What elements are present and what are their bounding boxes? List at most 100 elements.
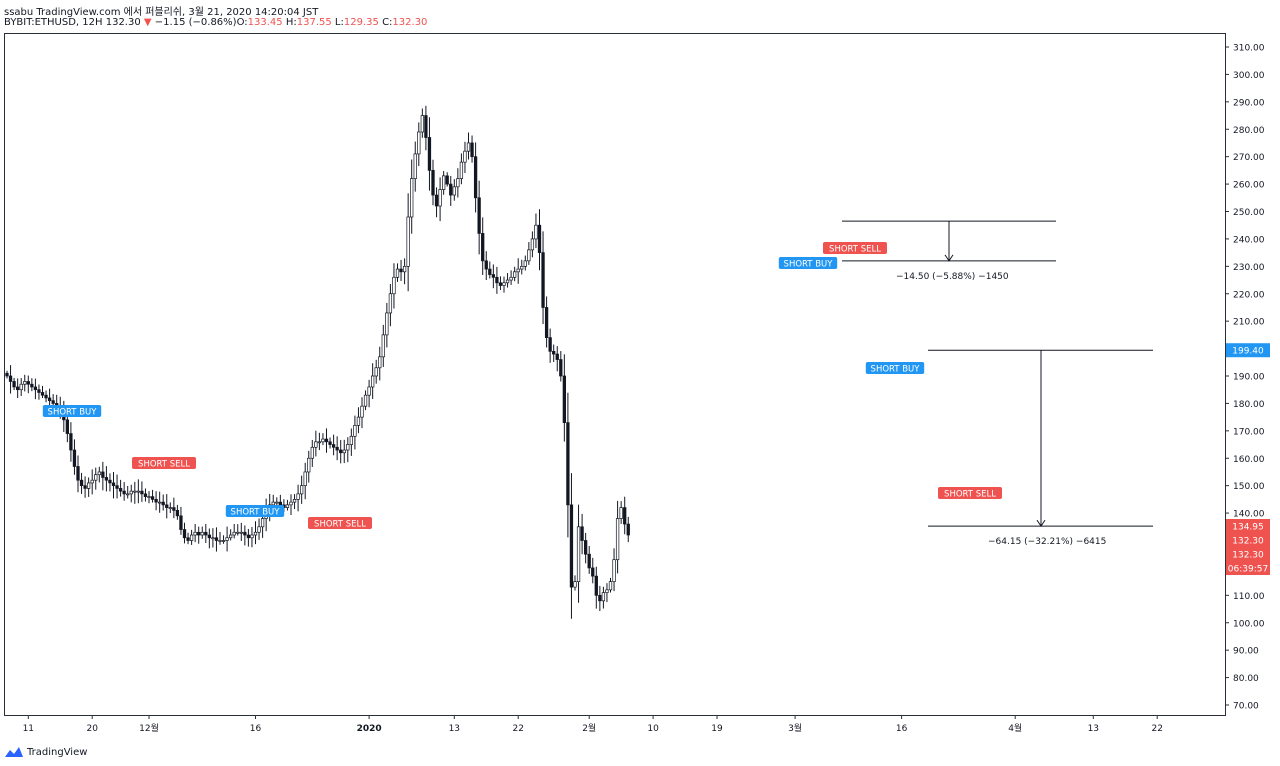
- x-tick-label: 10: [647, 724, 659, 734]
- candle-body: [512, 271, 517, 278]
- tradingview-logo-icon: [5, 747, 23, 757]
- high-label: H:: [285, 17, 297, 28]
- candle-body: [51, 400, 55, 404]
- candle-body: [246, 534, 251, 539]
- y-tick-label: 140.00: [1233, 510, 1265, 520]
- candle-body: [253, 531, 258, 536]
- signal-sell: SHORT SELL: [308, 517, 372, 530]
- candle-body: [324, 438, 329, 443]
- candles-layer: [5, 105, 630, 619]
- y-tick-label: 170.00: [1233, 427, 1265, 437]
- candle-body: [175, 509, 180, 517]
- candle-body: [30, 383, 34, 388]
- candle-body: [463, 150, 467, 163]
- candle-body: [211, 537, 215, 540]
- candle-body: [165, 504, 169, 508]
- candle-body: [154, 499, 158, 503]
- measure-arrow-head-icon: [1036, 519, 1046, 528]
- price-tag-13495: 134.95: [1226, 519, 1270, 533]
- candle-body: [16, 386, 20, 391]
- candle-body: [381, 334, 385, 358]
- x-tick-label: 11: [23, 724, 34, 734]
- candle-body: [353, 425, 357, 437]
- close-label: C:: [382, 17, 393, 28]
- x-tick-label: 2020: [357, 724, 382, 734]
- candle-body: [406, 216, 410, 267]
- y-tick-label: 240.00: [1233, 235, 1265, 245]
- candle-body: [69, 433, 73, 451]
- candle-body: [140, 490, 144, 495]
- candle-body: [477, 197, 481, 234]
- signal-badge: [778, 257, 838, 269]
- x-tick-label: 3월: [788, 722, 802, 734]
- brand-name[interactable]: TradingView: [27, 746, 88, 758]
- candle-body: [534, 224, 538, 240]
- candle-body: [388, 293, 393, 314]
- candle-body: [193, 531, 197, 536]
- candle-body: [566, 422, 570, 506]
- candle-body: [417, 131, 421, 155]
- price-axis: 310.00 300.00 290.00 280.00 270.00 260.00 250.…: [1225, 44, 1265, 712]
- candle-body: [605, 589, 609, 593]
- measure-arrow-head-icon: [944, 254, 954, 262]
- low-label: L:: [334, 17, 344, 28]
- y-tick-label: 310.00: [1233, 44, 1265, 54]
- y-tick-label: 210.00: [1233, 318, 1265, 328]
- signal-label: SHORT SELL: [944, 490, 996, 500]
- candle-body: [363, 394, 368, 407]
- price-tag-13495-bg: [1226, 519, 1270, 533]
- candle-body: [300, 485, 304, 495]
- candle-body: [466, 142, 471, 152]
- candle-body: [310, 446, 314, 459]
- price-labels: 199.40 134.95 132.30 132.30 06:39:57: [1226, 343, 1270, 575]
- candle-body: [495, 276, 499, 284]
- countdown-tag-bg: [1226, 561, 1270, 575]
- y-tick-label: 150.00: [1233, 482, 1265, 492]
- y-tick-label: 190.00: [1233, 373, 1265, 383]
- y-tick-label: 110.00: [1233, 592, 1265, 602]
- candle-body: [225, 537, 229, 541]
- candle-body: [594, 575, 598, 596]
- candle-body: [8, 375, 13, 382]
- candle-body: [456, 178, 460, 188]
- signal-buy: SHORT BUY: [225, 505, 285, 518]
- candle-body: [509, 276, 513, 281]
- candle-body: [374, 367, 378, 377]
- candle-body: [94, 474, 98, 481]
- high-value: 137.55: [296, 17, 332, 28]
- open-value: 133.45: [247, 17, 283, 28]
- candle-body: [133, 490, 137, 493]
- candle-body: [445, 175, 449, 185]
- candle-body: [37, 389, 41, 393]
- candle-body: [161, 501, 165, 506]
- candle-body: [431, 170, 435, 196]
- candle-body: [115, 485, 119, 489]
- candle-body: [260, 518, 265, 528]
- candle-body: [427, 137, 432, 171]
- low-value: 129.35: [343, 17, 379, 28]
- candle-body: [168, 507, 172, 509]
- candle-body: [548, 337, 552, 352]
- candle-body: [392, 276, 396, 295]
- close-value: 132.30: [392, 17, 428, 28]
- symbol-label[interactable]: BYBIT:ETHUSD, 12H: [4, 17, 103, 28]
- candle-body: [303, 471, 307, 487]
- candle-body: [122, 490, 126, 495]
- signal-buy: SHORT BUY: [778, 257, 838, 270]
- x-tick-label: 13: [449, 724, 460, 734]
- candle-body: [449, 183, 453, 196]
- price-tag-1323-a-text: 132.30: [1232, 537, 1264, 547]
- candle-body: [182, 529, 187, 539]
- candle-body: [97, 471, 101, 476]
- candle-body: [527, 249, 531, 262]
- candle-body: [314, 441, 318, 448]
- signal-badge: [865, 362, 925, 374]
- publish-info: ssabu TradingView.com 에서 퍼블리쉬, 3월 21, 20…: [4, 7, 319, 18]
- signal-badge: [132, 457, 196, 469]
- signal-label: SHORT BUY: [871, 365, 921, 375]
- candle-body: [626, 523, 630, 536]
- candle-body: [420, 115, 424, 133]
- candle-body: [150, 496, 155, 500]
- signal-sell: SHORT SELL: [132, 457, 196, 470]
